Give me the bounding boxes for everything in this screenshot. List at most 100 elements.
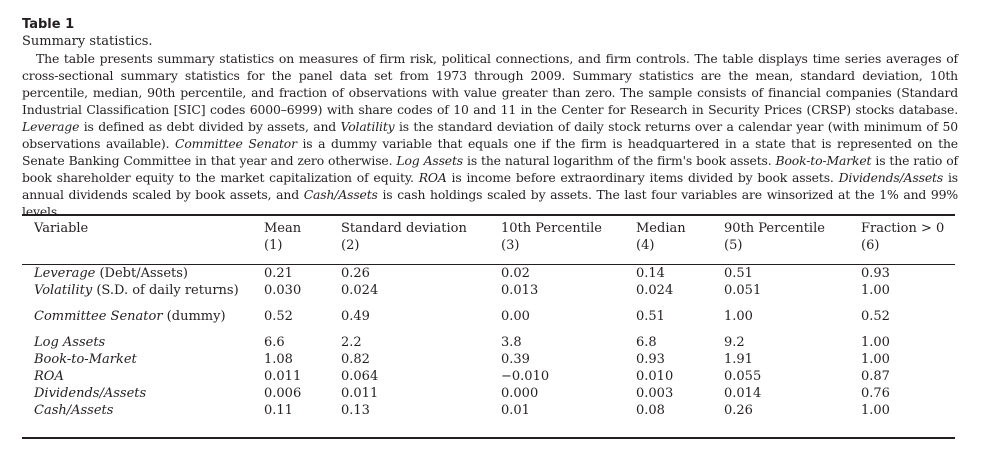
- table-row: Volatility (S.D. of daily returns) 0.030 0…: [22, 282, 955, 299]
- value-cell: 0.013: [501, 283, 539, 298]
- header-std: Standard deviation: [341, 221, 467, 236]
- value-cell: 0.00: [501, 309, 530, 324]
- value-cell: 0.51: [724, 266, 753, 281]
- value-cell: 0.82: [341, 352, 370, 367]
- variable-name: ROA: [34, 369, 64, 384]
- table-row: Committee Senator (dummy) 0.52 0.49 0.00 0.5…: [22, 308, 955, 325]
- value-cell: 1.91: [724, 352, 753, 367]
- variable-name-cell: Cash/Assets: [22, 402, 264, 419]
- variable-name: Book-to-Market: [34, 352, 137, 367]
- description-text: is defined as debt divided by assets, an…: [79, 119, 341, 134]
- value-cell: 0.024: [341, 283, 379, 298]
- variable-name: Log Assets: [34, 335, 106, 350]
- value-cell: 0.000: [501, 386, 539, 401]
- table-row: Dividends/Assets 0.006 0.011 0.000 0.003 0.01…: [22, 385, 955, 402]
- value-cell: 0.024: [636, 283, 674, 298]
- description-variable-term: ROA: [418, 170, 447, 185]
- value-cell: 0.055: [724, 369, 762, 384]
- value-cell: 1.00: [724, 309, 753, 324]
- value-cell: 0.11: [264, 403, 293, 418]
- value-cell: 1.00: [861, 335, 890, 350]
- table-subtitle: Summary statistics.: [22, 34, 153, 49]
- value-cell: 1.08: [264, 352, 293, 367]
- variable-name-cell: Book-to-Market: [22, 351, 264, 368]
- value-cell: 0.26: [724, 403, 753, 418]
- variable-qualifier: (dummy): [162, 309, 226, 324]
- value-cell: 0.011: [341, 386, 379, 401]
- variable-name: Dividends/Assets: [34, 386, 147, 401]
- value-cell: 1.00: [861, 283, 890, 298]
- value-cell: 0.003: [636, 386, 674, 401]
- description-variable-term: Book-to-Market: [775, 153, 872, 168]
- value-cell: 0.064: [341, 369, 379, 384]
- value-cell: 0.006: [264, 386, 302, 401]
- value-cell: 6.8: [636, 335, 657, 350]
- header-number-blank: [22, 237, 264, 254]
- header-p90: 90th Percentile: [724, 221, 825, 236]
- table-row: Cash/Assets 0.11 0.13 0.01 0.08 0.26 1.00: [22, 402, 955, 419]
- summary-statistics-table: Variable Mean Standard deviation 10th Pe…: [22, 220, 955, 419]
- value-cell: 0.39: [501, 352, 530, 367]
- value-cell: 0.76: [861, 386, 890, 401]
- description-text: is a dummy variable that equals one if t…: [22, 136, 958, 168]
- description-variable-term: Volatility: [340, 119, 395, 134]
- value-cell: 9.2: [724, 335, 745, 350]
- value-cell: 0.14: [636, 266, 665, 281]
- table-header-rule: [22, 264, 955, 265]
- value-cell: 0.52: [264, 309, 293, 324]
- variable-name: Leverage: [34, 266, 96, 281]
- header-number: (5): [724, 238, 743, 253]
- header-mean: Mean: [264, 221, 302, 236]
- header-number-row: (1) (2) (3) (4) (5) (6): [22, 237, 955, 254]
- value-cell: 1.00: [861, 352, 890, 367]
- value-cell: −0.010: [501, 369, 550, 384]
- variable-name-cell: Log Assets: [22, 334, 264, 351]
- variable-name-cell: Volatility (S.D. of daily returns): [22, 282, 264, 299]
- header-number: (6): [861, 238, 880, 253]
- header-number: (4): [636, 238, 655, 253]
- value-cell: 3.8: [501, 335, 522, 350]
- description-text: The table presents summary statistics on…: [22, 51, 958, 117]
- group-spacer: [22, 254, 955, 265]
- value-cell: 0.52: [861, 309, 890, 324]
- variable-name: Cash/Assets: [34, 403, 114, 418]
- description-text: is the ratio of book shareholder equity …: [22, 153, 958, 185]
- value-cell: 2.2: [341, 335, 362, 350]
- value-cell: 0.21: [264, 266, 293, 281]
- table-row: Log Assets 6.6 2.2 3.8 6.8 9.2 1.00: [22, 334, 955, 351]
- value-cell: 0.08: [636, 403, 665, 418]
- variable-name-cell: ROA: [22, 368, 264, 385]
- value-cell: 0.051: [724, 283, 762, 298]
- value-cell: 1.00: [861, 403, 890, 418]
- description-text: is income before extraordinary items div…: [446, 170, 839, 185]
- value-cell: 0.26: [341, 266, 370, 281]
- header-number: (2): [341, 238, 360, 253]
- value-cell: 0.13: [341, 403, 370, 418]
- description-variable-term: Dividends/Assets: [838, 170, 944, 185]
- value-cell: 0.014: [724, 386, 762, 401]
- table-top-rule: [22, 214, 955, 216]
- table-description: The table presents summary statistics on…: [22, 50, 958, 220]
- header-number: (1): [264, 238, 283, 253]
- header-fraction: Fraction > 0: [861, 221, 945, 236]
- table-row: Book-to-Market 1.08 0.82 0.39 0.93 1.91 1.00: [22, 351, 955, 368]
- variable-name-cell: Dividends/Assets: [22, 385, 264, 402]
- description-variable-term: Leverage: [22, 119, 80, 134]
- variable-qualifier: (Debt/Assets): [95, 266, 188, 281]
- group-spacer: [22, 325, 955, 334]
- variable-name: Committee Senator: [34, 309, 163, 324]
- value-cell: 0.93: [636, 352, 665, 367]
- variable-name-cell: Committee Senator (dummy): [22, 308, 264, 325]
- header-row: Variable Mean Standard deviation 10th Pe…: [22, 220, 955, 237]
- description-variable-term: Log Assets: [396, 153, 463, 168]
- value-cell: 0.87: [861, 369, 890, 384]
- group-spacer: [22, 299, 955, 308]
- value-cell: 0.51: [636, 309, 665, 324]
- description-text: is annual dividends scaled by book asset…: [22, 170, 958, 202]
- value-cell: 0.49: [341, 309, 370, 324]
- value-cell: 0.011: [264, 369, 302, 384]
- table-row: Leverage (Debt/Assets) 0.21 0.26 0.02 0.14 0.…: [22, 265, 955, 282]
- header-variable: Variable: [34, 221, 89, 236]
- table-label: Table 1: [22, 17, 75, 32]
